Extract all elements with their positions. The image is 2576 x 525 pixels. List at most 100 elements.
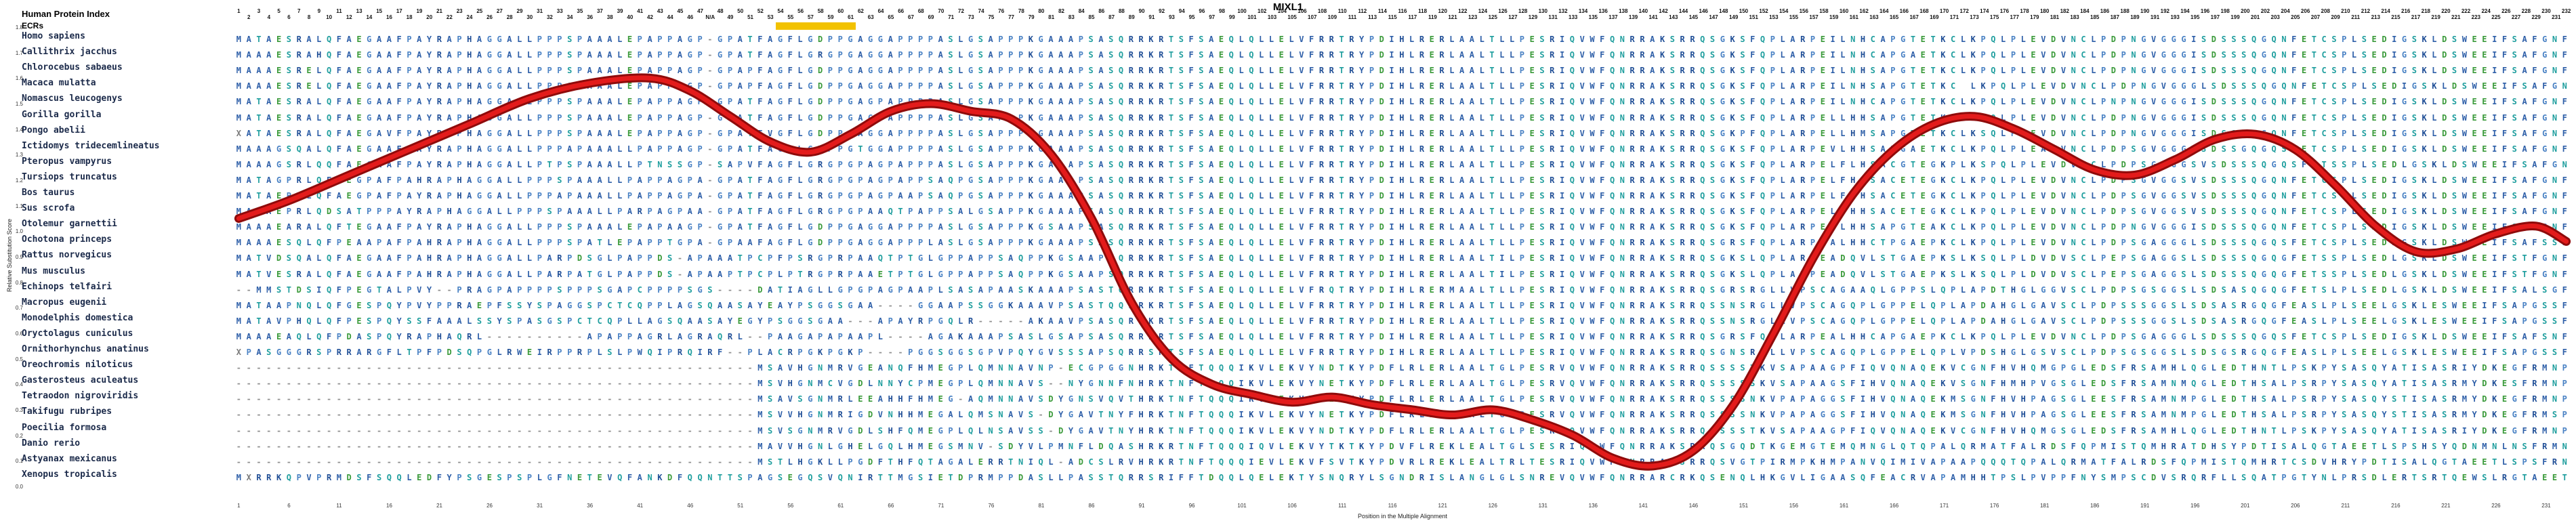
aa-residue: P — [526, 191, 533, 201]
aa-residue: A — [1650, 97, 1655, 107]
aa-residue: L — [1780, 207, 1785, 217]
aa-residue: T — [1489, 238, 1495, 248]
aa-residue: E — [1429, 81, 1434, 91]
aa-residue: A — [1650, 128, 1655, 138]
position-number: 58 — [817, 8, 824, 14]
aa-residue: A — [286, 222, 291, 232]
aa-residue: P — [2121, 238, 2126, 248]
aa-residue: - — [888, 331, 893, 341]
aa-residue: G — [497, 66, 502, 76]
aa-residue: Y — [426, 300, 432, 310]
aa-residue: R — [1640, 112, 1645, 123]
position-number: 182 — [2060, 8, 2069, 14]
aa-residue: P — [1369, 175, 1375, 185]
aa-residue: V — [2201, 159, 2207, 169]
aa-residue: A — [597, 50, 602, 60]
aa-residue: R — [837, 269, 843, 279]
aa-residue: P — [908, 97, 913, 107]
aa-residue: Q — [1760, 331, 1766, 341]
aa-residue: G — [848, 300, 853, 310]
aa-residue: G — [877, 175, 884, 185]
aa-residue: F — [1309, 159, 1314, 169]
aa-residue: F — [757, 35, 763, 44]
aa-residue: L — [958, 144, 963, 154]
aa-residue: L — [1479, 300, 1484, 310]
aa-residue: P — [1890, 300, 1896, 310]
aa-residue: P — [1028, 253, 1033, 264]
aa-residue: P — [998, 222, 1003, 232]
aa-residue: A — [1058, 128, 1064, 138]
aa-residue: C — [607, 300, 612, 310]
aa-residue: A — [507, 238, 512, 248]
aa-residue: P — [407, 112, 412, 123]
aa-residue: F — [1750, 35, 1756, 44]
position-number: 192 — [2160, 8, 2169, 14]
aa-residue: S — [1178, 222, 1184, 232]
aa-residue: R — [1629, 238, 1635, 248]
aa-residue: I — [1559, 50, 1565, 60]
y-tick-label: 0.0 — [15, 484, 23, 490]
aa-residue: S — [2191, 300, 2197, 310]
aa-residue: G — [486, 35, 492, 44]
aa-residue: E — [1529, 159, 1535, 169]
ecr-region[interactable] — [775, 22, 856, 30]
aa-residue: P — [998, 66, 1003, 76]
position-number: 173 — [1970, 14, 1979, 20]
aa-residue: A — [607, 331, 612, 341]
aa-residue: L — [1259, 159, 1264, 169]
aa-residue: E — [1279, 300, 1284, 310]
aa-residue: A — [727, 253, 733, 264]
aa-residue: S — [2361, 144, 2367, 154]
aa-residue: S — [2221, 331, 2226, 341]
aa-residue: V — [2151, 112, 2157, 123]
aa-residue: A — [2151, 238, 2157, 248]
aa-residue: S — [1740, 238, 1745, 248]
aa-residue: E — [627, 222, 633, 232]
aa-residue: L — [517, 222, 522, 232]
aa-residue: L — [1289, 222, 1294, 232]
aa-residue: A — [1880, 66, 1886, 76]
aa-residue: P — [2010, 175, 2016, 185]
aa-residue: P — [567, 253, 573, 264]
aa-residue: C — [1951, 238, 1956, 248]
aa-residue: A — [266, 128, 272, 138]
aa-residue: W — [1590, 300, 1595, 310]
aa-residue: F — [757, 222, 763, 232]
aa-residue: S — [1539, 285, 1545, 295]
aa-residue: A — [1098, 66, 1104, 76]
aa-residue: L — [958, 159, 963, 169]
aa-residue: A — [867, 253, 873, 264]
aa-residue: F — [1840, 207, 1846, 217]
position-number: 80 — [1038, 8, 1045, 14]
aa-residue: E — [2472, 66, 2477, 76]
aa-residue: Q — [1118, 253, 1124, 264]
aa-residue: H — [1860, 81, 1866, 91]
aa-residue: T — [1168, 222, 1174, 232]
aa-residue: R — [1550, 316, 1555, 326]
aa-residue: L — [507, 175, 512, 185]
aa-residue: S — [1088, 81, 1094, 91]
aa-residue: G — [2141, 50, 2146, 60]
aa-residue: A — [417, 66, 422, 76]
aa-residue: P — [407, 159, 412, 169]
aa-residue: F — [1600, 331, 1605, 341]
aa-residue: P — [2010, 97, 2016, 107]
aa-residue: G — [1038, 238, 1043, 248]
aa-residue: Q — [1228, 112, 1234, 123]
aa-residue: P — [727, 50, 733, 60]
aa-residue: F — [787, 238, 793, 248]
aa-residue: L — [1268, 175, 1274, 185]
aa-residue: D — [2031, 269, 2036, 279]
aa-residue: A — [1469, 128, 1475, 138]
aa-residue: G — [2161, 222, 2167, 232]
aa-residue: I — [2492, 191, 2497, 201]
aa-residue: L — [2081, 316, 2086, 326]
aa-residue: Y — [727, 316, 733, 326]
aa-residue: Q — [1609, 331, 1615, 341]
aa-residue: K — [1970, 175, 1976, 185]
aa-residue: R — [1550, 191, 1555, 201]
aa-residue: A — [1790, 159, 1795, 169]
aa-residue: Q — [1991, 269, 1996, 279]
position-number: 49 — [727, 14, 734, 20]
aa-residue: S — [2331, 159, 2337, 169]
